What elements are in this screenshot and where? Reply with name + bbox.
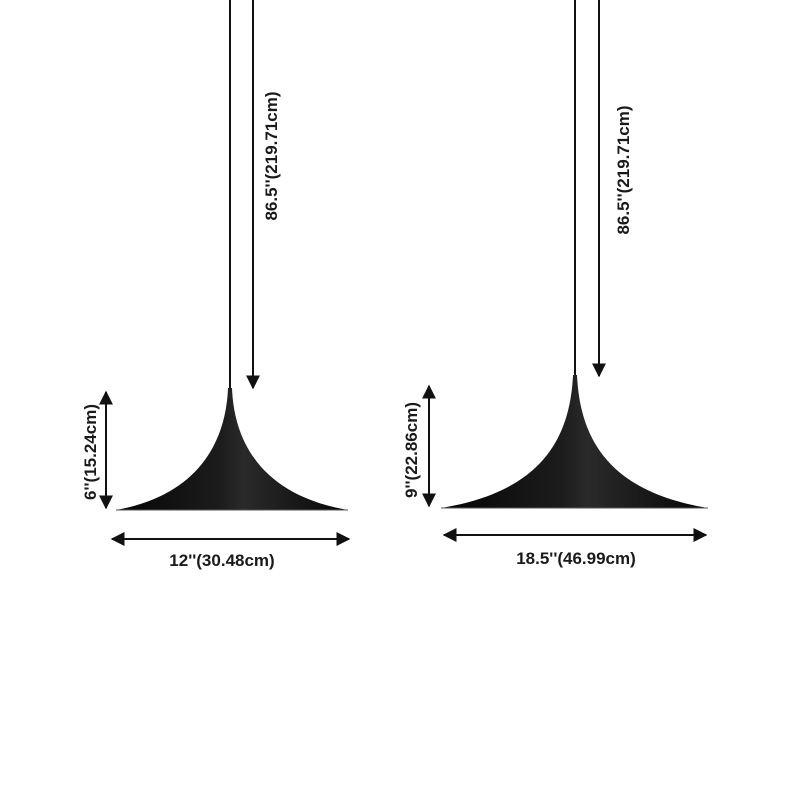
lamp-large-shade xyxy=(441,375,708,508)
lamp-small-shade xyxy=(116,388,348,510)
lamp-large-width-label: 18.5''(46.99cm) xyxy=(516,549,636,568)
lamp-small-height-label: 6''(15.24cm) xyxy=(81,404,100,500)
lamp-small-width-label: 12''(30.48cm) xyxy=(169,551,274,570)
lamp-large-height-label: 9''(22.86cm) xyxy=(402,402,421,498)
lamp-small-cord-length-label: 86.5''(219.71cm) xyxy=(262,91,281,220)
lamp-large-cord-length-label: 86.5''(219.71cm) xyxy=(614,105,633,234)
lamp-large: 86.5''(219.71cm) 9''(22.86cm) 18.5''(46.… xyxy=(402,0,708,568)
lamp-small: 86.5''(219.71cm) 6''(15.24cm) 12''(30.48… xyxy=(81,0,351,570)
